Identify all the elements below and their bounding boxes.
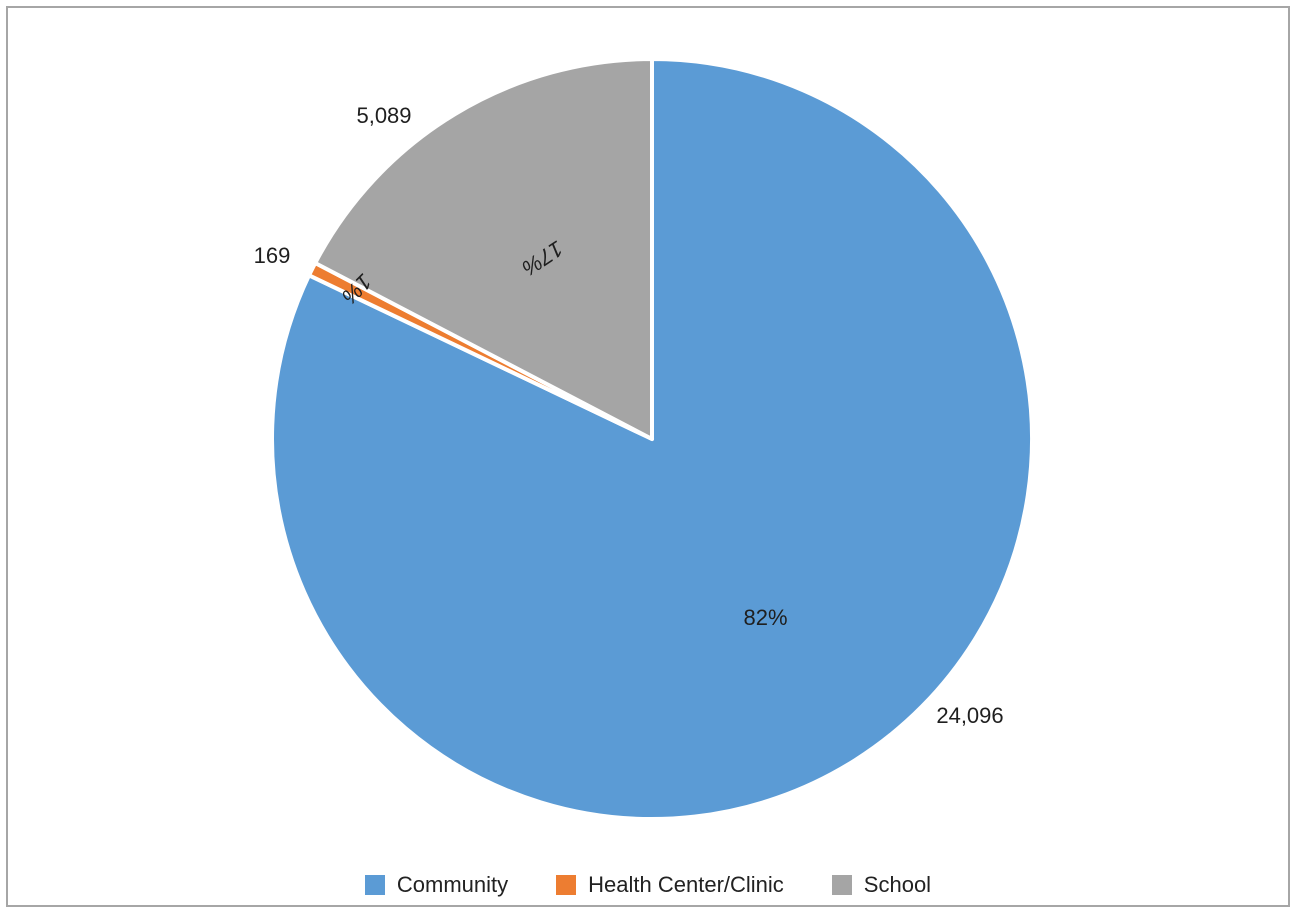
- pct-label-community: 82%: [744, 605, 788, 630]
- value-label-school: 5,089: [356, 103, 411, 128]
- legend-item-health-center-clinic: Health Center/Clinic: [556, 872, 784, 898]
- legend-swatch-school: [831, 875, 852, 895]
- legend-item-school: School: [831, 872, 932, 898]
- value-label-community: 24,096: [936, 703, 1003, 728]
- legend-label-community: Community: [396, 872, 509, 897]
- legend-label-health-center-clinic: Health Center/Clinic: [588, 872, 784, 897]
- legend-swatch-health-center-clinic: [556, 875, 577, 895]
- legend-swatch-community: [364, 875, 385, 895]
- value-label-health-center-clinic: 169: [254, 243, 291, 268]
- legend-item-community: Community: [364, 872, 509, 898]
- pie-slice-school: [313, 57, 654, 441]
- legend-label-school: School: [863, 872, 932, 897]
- legend: Community Health Center/Clinic School: [0, 872, 1296, 898]
